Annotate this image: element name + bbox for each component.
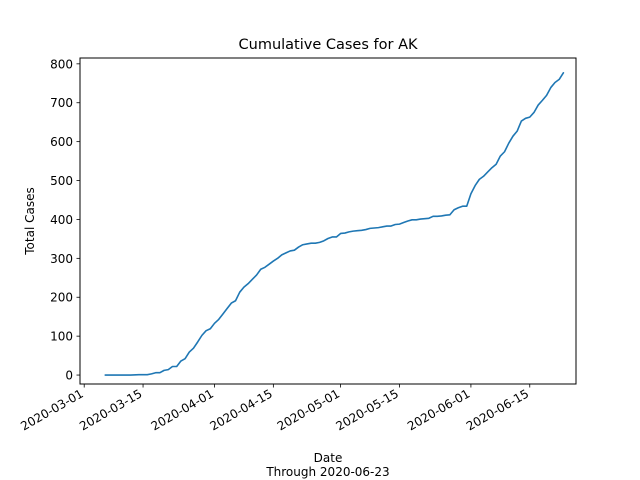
y-tick-label: 300 bbox=[50, 252, 73, 266]
series-line bbox=[104, 71, 565, 376]
y-tick-label: 600 bbox=[50, 135, 73, 149]
y-tick-label: 0 bbox=[65, 369, 73, 383]
y-tick-label: 200 bbox=[50, 291, 73, 305]
y-axis-label: Total Cases bbox=[23, 187, 37, 255]
chart-title: Cumulative Cases for AK bbox=[239, 37, 418, 53]
y-tick-label: 700 bbox=[50, 96, 73, 110]
y-tick-label: 100 bbox=[50, 330, 73, 344]
x-axis-sublabel: Through 2020-06-23 bbox=[265, 465, 389, 479]
y-tick-label: 800 bbox=[50, 57, 73, 71]
axes-frame bbox=[79, 57, 577, 385]
y-tick-label: 500 bbox=[50, 174, 73, 188]
x-axis-label: Date bbox=[314, 451, 343, 465]
y-tick-label: 400 bbox=[50, 213, 73, 227]
